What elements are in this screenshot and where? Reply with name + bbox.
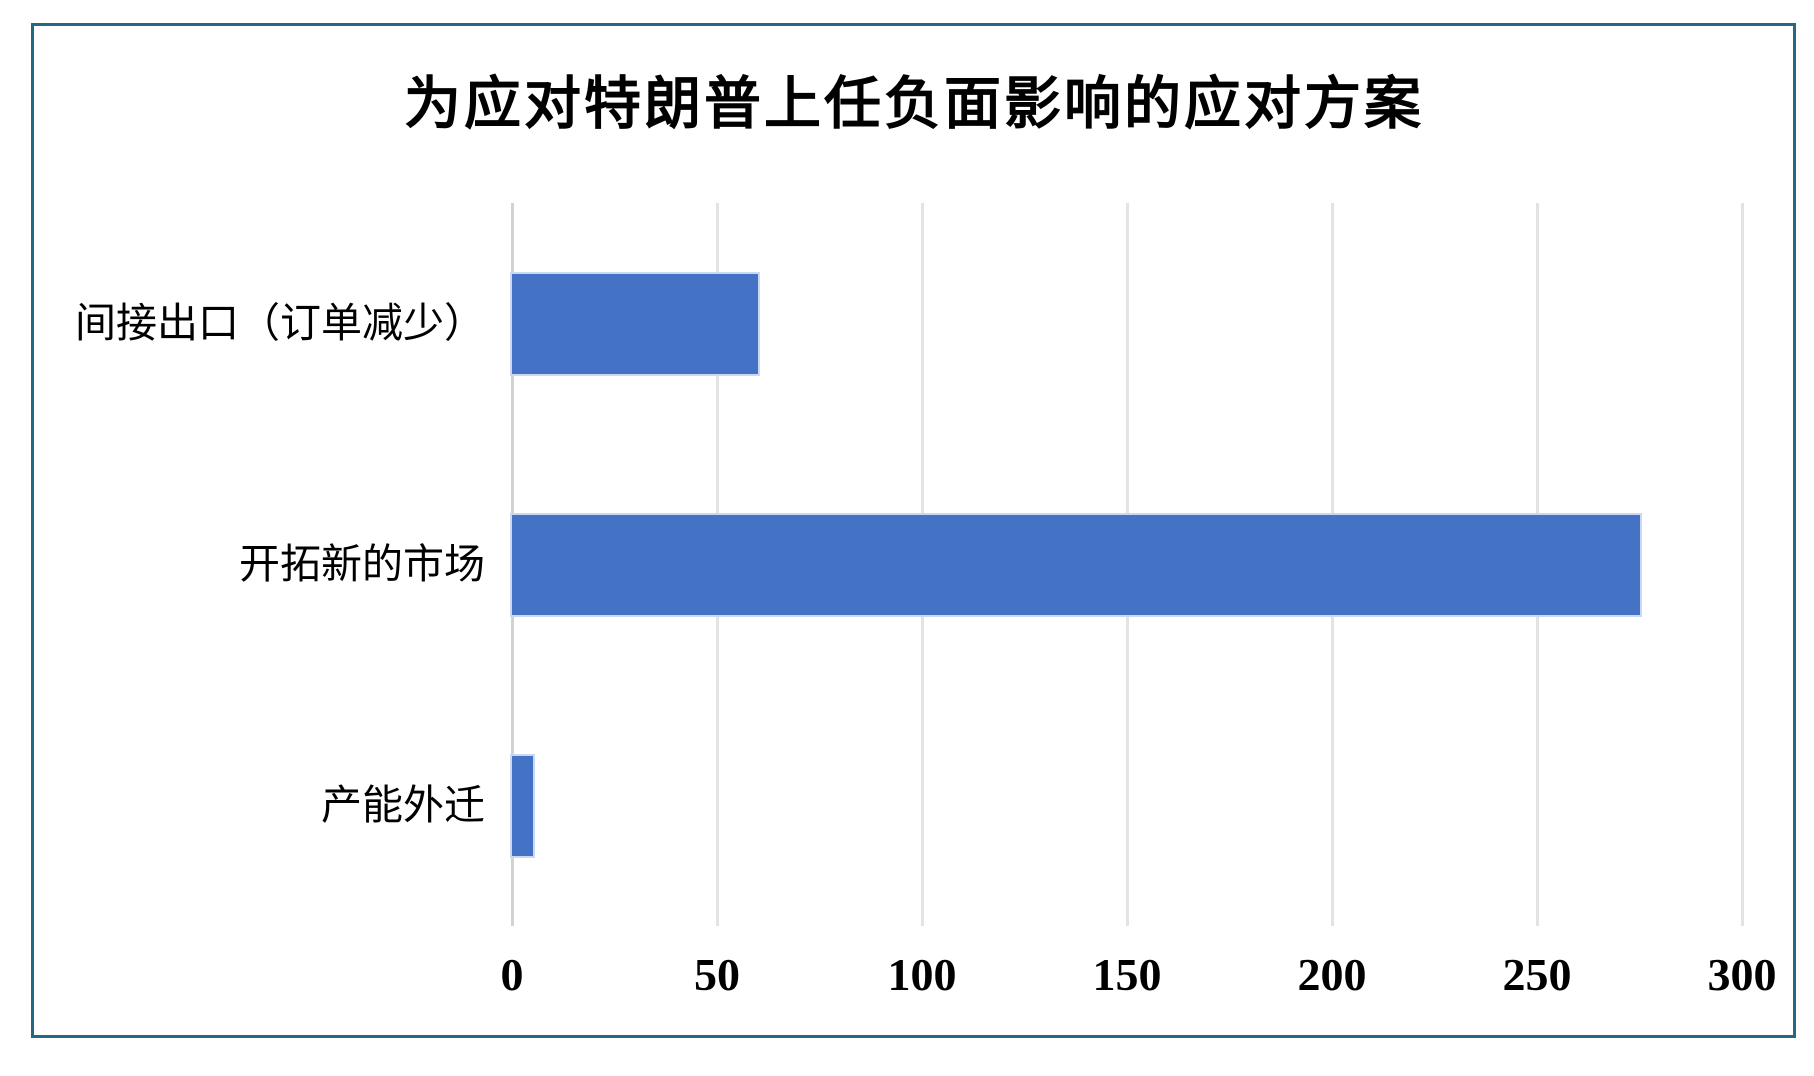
bar-indirect-export — [512, 273, 758, 374]
category-label-capacity-relocation: 产能外迁 — [321, 782, 485, 828]
x-tick-label: 0 — [500, 949, 524, 1000]
gridline — [1741, 203, 1744, 926]
bar-rows: 间接出口（订单减少） 开拓新的市场 产能外迁 — [75, 203, 1742, 926]
x-tick-label: 50 — [694, 949, 740, 1000]
bar-new-markets — [512, 514, 1640, 615]
x-tick-label: 150 — [1092, 949, 1162, 1000]
chart-title: 为应对特朗普上任负面影响的应对方案 — [404, 73, 1424, 136]
bar-row: 产能外迁 — [321, 685, 1742, 926]
x-tick-label: 300 — [1707, 949, 1777, 1000]
category-label-new-markets: 开拓新的市场 — [239, 541, 485, 587]
bar-capacity-relocation — [512, 755, 533, 856]
x-tick-label: 100 — [887, 949, 957, 1000]
category-label-indirect-export: 间接出口（订单减少） — [75, 300, 485, 346]
x-tick-label: 200 — [1297, 949, 1367, 1000]
plot-area: 间接出口（订单减少） 开拓新的市场 产能外迁 — [75, 203, 1744, 926]
bar-row: 开拓新的市场 — [239, 444, 1742, 685]
x-axis-tick-labels: 0 50 100 150 200 250 300 — [501, 949, 1777, 1010]
x-tick-label: 250 — [1502, 949, 1572, 1000]
bar-row: 间接出口（订单减少） — [75, 203, 1742, 444]
